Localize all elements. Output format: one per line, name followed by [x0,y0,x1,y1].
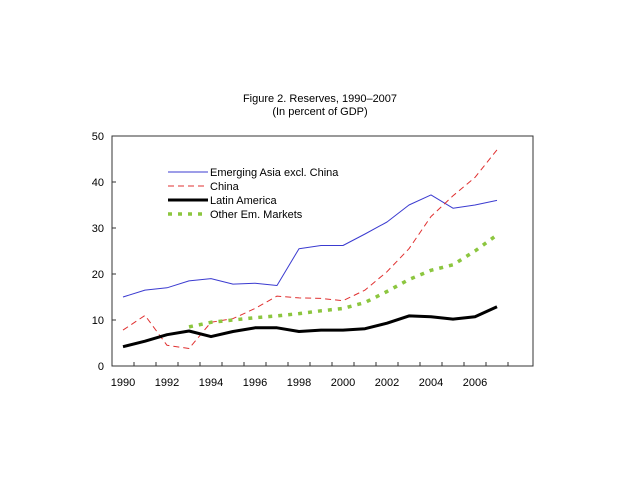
series-line-2 [122,305,498,349]
x-tick-label: 2004 [419,377,443,389]
x-tick-label: 1994 [199,377,223,389]
series-line-3 [188,233,499,329]
x-tick-label: 2006 [463,377,487,389]
y-tick-label: 40 [92,177,104,189]
y-tick-label: 50 [92,131,104,143]
y-tick-label: 20 [92,269,104,281]
legend-label: Emerging Asia excl. China [210,167,339,179]
y-tick-label: 0 [98,361,104,373]
plot-frame [111,135,534,367]
x-tick-label: 1990 [111,377,135,389]
chart-title: Figure 2. Reserves, 1990–2007 [242,93,398,105]
legend-label: Latin America [210,195,278,207]
legend-label: Other Em. Markets [210,209,303,221]
x-tick-label: 1992 [155,377,179,389]
x-tick-label: 2000 [331,377,355,389]
y-tick-label: 30 [92,223,104,235]
x-tick-label: 2002 [375,377,399,389]
x-tick-label: 1996 [243,377,267,389]
y-tick-label: 10 [92,315,104,327]
legend-label: China [210,181,240,193]
series-line-1 [122,149,498,349]
x-tick-label: 1998 [287,377,311,389]
series-line-0 [122,194,498,298]
chart-subtitle: (In percent of GDP) [272,106,368,118]
